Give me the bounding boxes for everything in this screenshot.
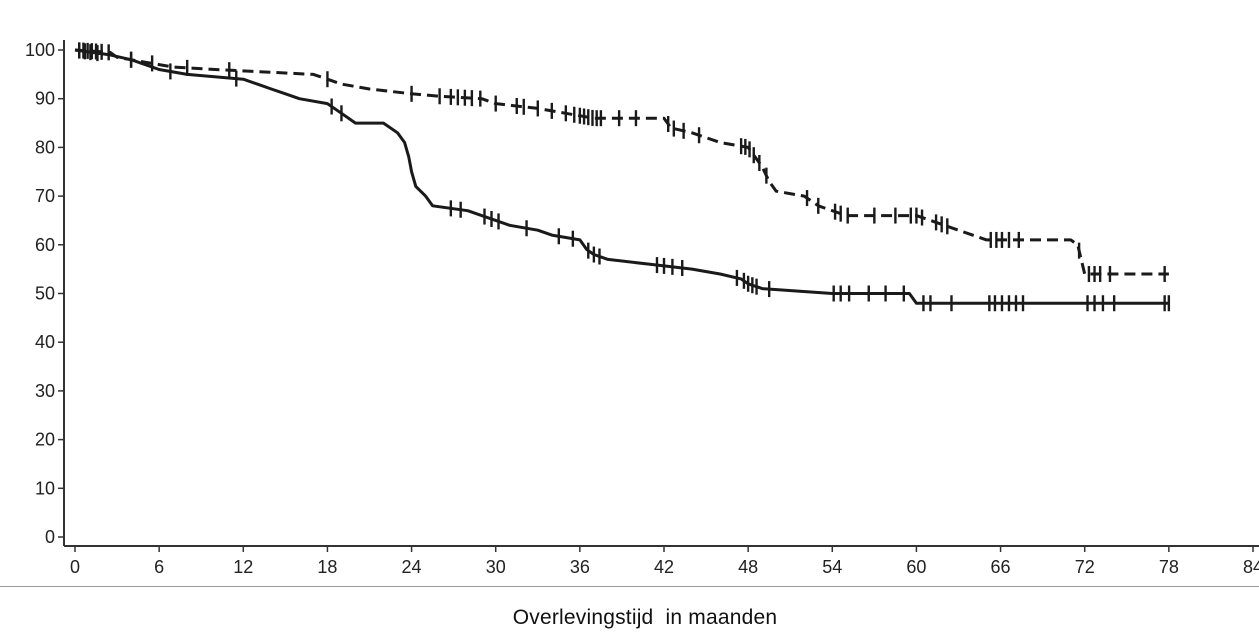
y-tick-label: 90 — [35, 89, 55, 109]
x-axis-label: Overlevingstijd in maanden — [512, 606, 778, 629]
y-tick-label: 20 — [35, 430, 55, 450]
x-tick-label: 0 — [70, 557, 80, 577]
x-tick-label: 18 — [317, 557, 337, 577]
chart-axes: 0 10 20 30 40 50 60 70 80 90 100 0 6 12 18 24 30 36 42 48 54… — [25, 40, 1259, 577]
y-tick-label: 80 — [35, 137, 55, 157]
y-tick-label: 100 — [25, 40, 55, 60]
x-tick-label: 36 — [570, 557, 590, 577]
y-tick-label: 40 — [35, 332, 55, 352]
x-axis-separator — [0, 586, 1259, 587]
x-tick-label: 24 — [402, 557, 422, 577]
y-tick-label: 10 — [35, 478, 55, 498]
plot-area — [74, 42, 1171, 312]
y-tick-label: 50 — [35, 284, 55, 304]
x-tick-label: 72 — [1075, 557, 1095, 577]
dashed-survival-line — [74, 48, 1169, 276]
y-tick-label: 0 — [45, 527, 55, 547]
x-tick-label: 30 — [486, 557, 506, 577]
x-tick-label: 6 — [154, 557, 164, 577]
x-tick-label: 54 — [822, 557, 842, 577]
x-tick-label: 12 — [233, 557, 253, 577]
x-tick-label: 60 — [906, 557, 926, 577]
y-tick-label: 70 — [35, 186, 55, 206]
solid-survival-line — [74, 48, 1169, 305]
x-tick-label: 48 — [738, 557, 758, 577]
x-tick-label: 66 — [991, 557, 1011, 577]
x-tick-label: 42 — [654, 557, 674, 577]
x-tick-label: 84 — [1243, 557, 1259, 577]
y-tick-label: 60 — [35, 235, 55, 255]
x-tick-label: 78 — [1159, 557, 1179, 577]
y-tick-label: 30 — [35, 381, 55, 401]
